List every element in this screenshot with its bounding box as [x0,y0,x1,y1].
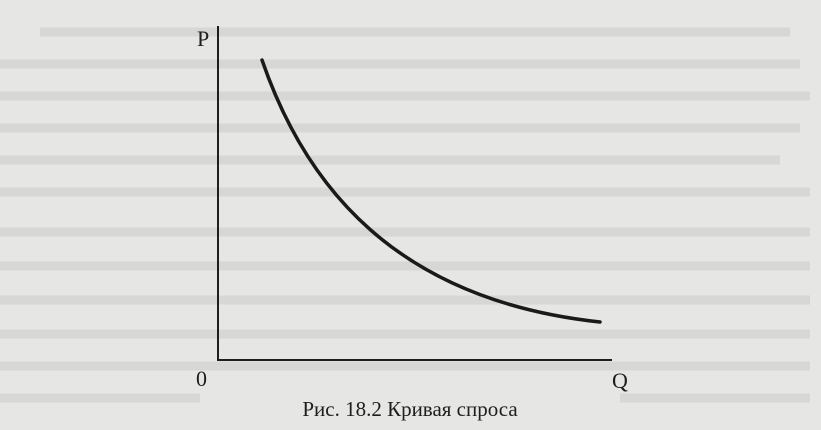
y-axis-label: P [197,26,209,51]
demand-curve [260,58,602,324]
caption: Рис. 18.2 Кривая спроса [302,397,518,421]
x-axis-label: Q [612,368,628,393]
bleed-through [0,27,810,403]
origin-label: 0 [196,366,207,391]
